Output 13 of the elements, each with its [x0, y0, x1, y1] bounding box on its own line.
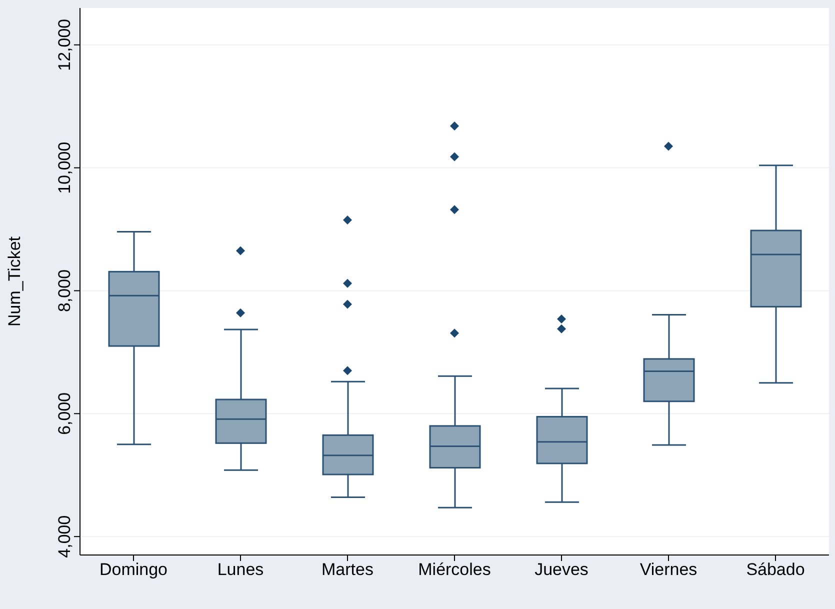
- x-tick-label: Lunes: [217, 560, 264, 580]
- y-tick-label: 6,000: [55, 392, 74, 435]
- y-axis-title: Num_Ticket: [5, 236, 24, 327]
- x-tick-label: Jueves: [534, 560, 588, 580]
- y-tick-label: 12,000: [55, 18, 74, 71]
- y-tick-label: 10,000: [55, 142, 74, 194]
- x-tick-label: Sábado: [746, 560, 805, 580]
- x-tick-label: Domingo: [99, 560, 168, 580]
- y-tick-label: 8,000: [55, 269, 74, 312]
- x-tick-label: Viernes: [640, 560, 698, 580]
- x-tick-label: Martes: [322, 560, 374, 580]
- y-tick-label: 4,000: [55, 515, 74, 558]
- x-tick-label: Miércoles: [418, 560, 491, 580]
